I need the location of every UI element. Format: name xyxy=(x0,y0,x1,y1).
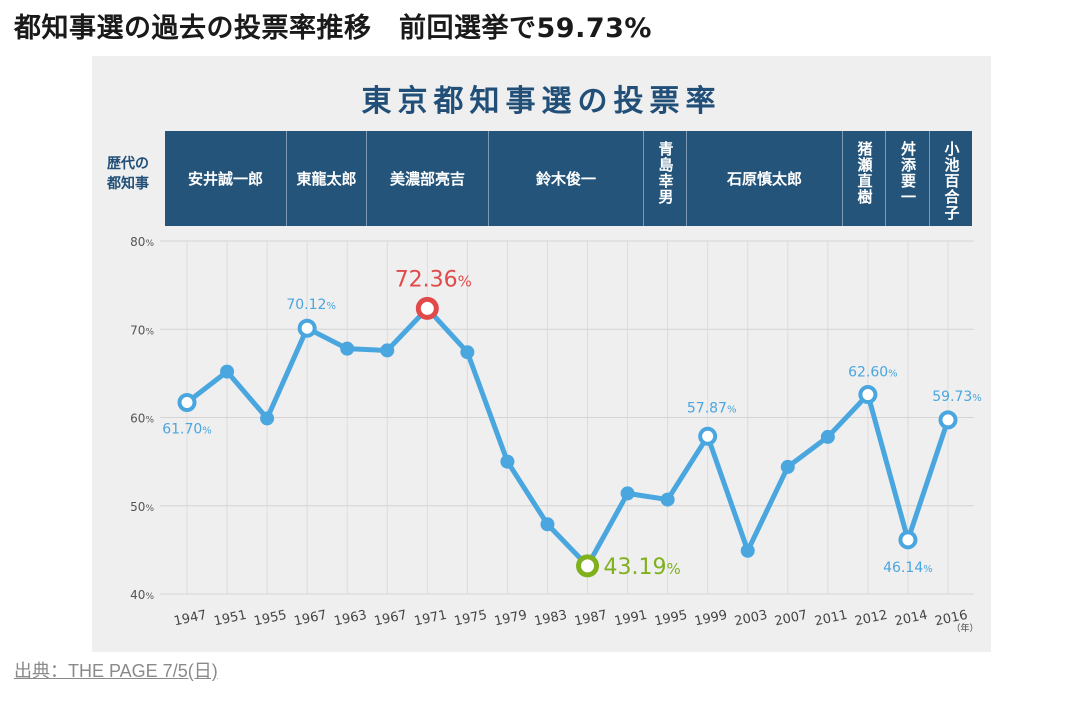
x-tick-label: 1947 xyxy=(173,608,208,630)
data-point xyxy=(340,341,355,356)
governor-cell: 舛添要一 xyxy=(885,131,929,226)
data-point-labeled xyxy=(698,426,718,446)
data-label: 59.73% xyxy=(932,389,982,405)
data-point xyxy=(660,492,675,507)
x-tick-label: 1951 xyxy=(213,608,248,630)
data-label: 72.36% xyxy=(395,267,472,292)
governor-row-label: 歴代の 都知事 xyxy=(98,154,158,194)
data-point-labeled xyxy=(297,318,317,338)
data-point xyxy=(620,486,635,501)
governor-name: 石原慎太郎 xyxy=(726,170,802,188)
chart-panel: 東京都知事選の投票率 歴代の都知事 安井誠一郎 東龍太郎 美濃部亮吉 鈴木俊一 青島幸男… xyxy=(92,56,991,652)
turnout-line-chart: 40%50%60%70%80%1947 1951 1955 1967 1963 1967 1… xyxy=(130,235,982,634)
data-point xyxy=(220,364,235,379)
governor-cell: 小池百合子 xyxy=(929,131,972,226)
governor-name: 東龍太郎 xyxy=(296,170,357,188)
y-tick-label: 80% xyxy=(130,235,154,249)
x-tick-label: 2007 xyxy=(773,608,808,630)
data-label: 62.60% xyxy=(848,365,898,381)
data-point xyxy=(460,345,475,360)
governor-name: 青島幸男 xyxy=(656,141,675,205)
y-tick-label: 50% xyxy=(130,500,154,514)
governor-cell: 猪瀬直樹 xyxy=(842,131,885,226)
governor-cell: 鈴木俊一 xyxy=(488,131,643,226)
x-tick-label: 1967 xyxy=(373,608,408,630)
x-tick-label: 2012 xyxy=(853,608,888,630)
x-axis-unit: （年） xyxy=(951,622,978,634)
x-tick-label: 1975 xyxy=(453,608,488,630)
governor-name: 小池百合子 xyxy=(942,141,961,221)
x-tick-label: 1999 xyxy=(693,608,728,630)
data-point-max xyxy=(415,296,439,320)
x-tick-label: 2016 xyxy=(934,608,969,630)
x-tick-label: 1991 xyxy=(613,608,648,630)
x-tick-label: 2011 xyxy=(813,608,848,630)
x-tick-label: 1963 xyxy=(333,608,368,630)
data-point xyxy=(540,517,555,532)
data-label: 46.14% xyxy=(883,560,933,576)
governor-name: 猪瀬直樹 xyxy=(855,141,874,205)
data-point-labeled xyxy=(898,530,918,550)
governor-row-label-line: 都知事 xyxy=(107,176,149,192)
data-point xyxy=(820,429,835,444)
data-label: 43.19% xyxy=(604,555,681,580)
data-point-labeled xyxy=(177,392,197,412)
governor-cell: 石原慎太郎 xyxy=(686,131,842,226)
governor-name: 舛添要一 xyxy=(899,141,917,205)
governor-name: 美濃部亮吉 xyxy=(389,170,465,188)
data-label: 70.12% xyxy=(286,297,336,313)
x-tick-label: 1967 xyxy=(293,608,328,630)
x-tick-label: 1987 xyxy=(573,608,608,630)
source-link[interactable]: 出典：THE PAGE 7/5(日) xyxy=(14,661,218,681)
data-point xyxy=(500,454,515,469)
x-tick-label: 2003 xyxy=(733,608,768,630)
governor-name: 安井誠一郎 xyxy=(187,170,263,188)
data-point-labeled xyxy=(858,385,878,405)
x-tick-label: 1971 xyxy=(413,608,448,630)
x-tick-label: 1979 xyxy=(493,608,528,630)
y-tick-label: 60% xyxy=(130,412,154,426)
data-label: 61.70% xyxy=(162,421,212,437)
y-tick-label: 40% xyxy=(130,588,154,602)
headline: 都知事選の過去の投票率推移 前回選挙で59.73% xyxy=(14,13,652,44)
x-tick-label: 1995 xyxy=(653,608,688,630)
x-tick-label: 1955 xyxy=(253,608,288,630)
governor-name: 鈴木俊一 xyxy=(535,170,596,188)
x-tick-label: 2014 xyxy=(893,608,928,630)
governor-band: 安井誠一郎 東龍太郎 美濃部亮吉 鈴木俊一 青島幸男 石原慎太郎 猪瀬直樹 舛添要一 小池百合子 xyxy=(165,131,972,226)
data-point-min xyxy=(576,554,600,578)
y-tick-label: 70% xyxy=(130,323,154,337)
governor-cell: 美濃部亮吉 xyxy=(366,131,488,226)
x-tick-label: 1983 xyxy=(533,608,568,630)
data-point xyxy=(380,343,395,358)
data-label: 57.87% xyxy=(687,400,737,416)
governor-cell: 東龍太郎 xyxy=(286,131,366,226)
data-point xyxy=(260,411,275,426)
data-point-labeled xyxy=(938,410,958,430)
governor-row-label-line: 歴代の xyxy=(107,156,149,172)
chart-title: 東京都知事選の投票率 xyxy=(361,84,722,119)
governor-cell: 安井誠一郎 xyxy=(165,131,286,226)
governor-cell: 青島幸男 xyxy=(643,131,686,226)
data-point xyxy=(780,459,795,474)
data-point xyxy=(740,543,755,558)
